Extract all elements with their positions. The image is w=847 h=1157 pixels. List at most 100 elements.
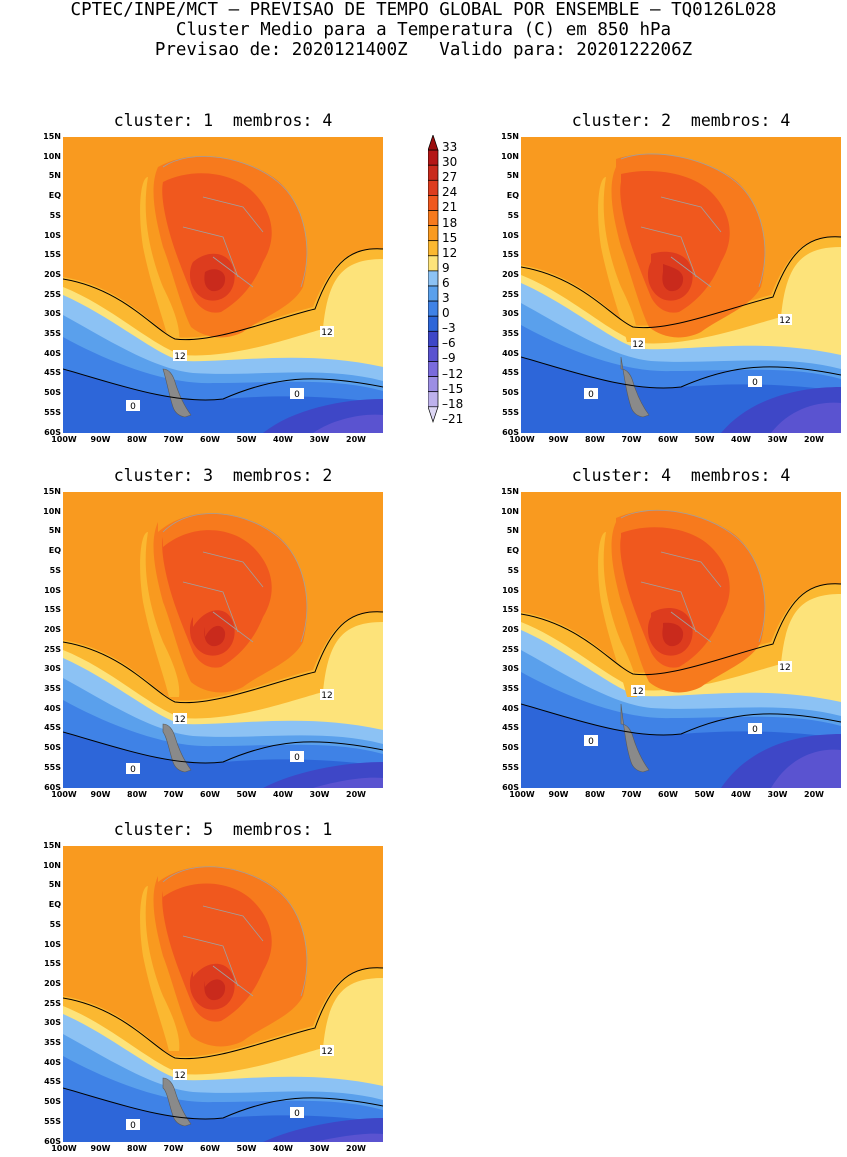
svg-text:12: 12: [174, 715, 185, 725]
country-borders: [620, 153, 766, 288]
contour-label-12: 12: [631, 338, 645, 350]
contour-label-12: 12: [320, 1045, 334, 1057]
lat-tick-label: 30S: [44, 309, 61, 319]
colorbar-tick-label: 33: [442, 140, 458, 154]
country-borders: [620, 509, 766, 643]
svg-text:12: 12: [779, 316, 790, 326]
contour-label-12: 12: [173, 1069, 187, 1081]
contour-0: [63, 1087, 383, 1120]
map-canvas: 12 12 0 0: [63, 492, 383, 788]
colorbar-swatch: [428, 300, 439, 317]
colorbar-swatch: [428, 240, 439, 257]
land-21: [620, 171, 730, 313]
lat-tick-label: 50S: [44, 388, 61, 398]
svg-text:12: 12: [321, 1047, 332, 1057]
patagonia-land: [620, 703, 650, 773]
contour-label-0: 0: [126, 400, 140, 412]
contour-label-12: 12: [778, 314, 792, 326]
contour-label-12: 12: [631, 685, 645, 697]
colorbar-tick-label: –15: [442, 381, 464, 396]
colorbar-swatch: [428, 195, 439, 211]
patagonia-land: [162, 1077, 192, 1127]
country-borders: [162, 866, 308, 997]
lat-tick-label: EQ: [506, 546, 519, 556]
lat-tick-label: 5S: [49, 210, 61, 220]
svg-text:12: 12: [632, 687, 643, 697]
lat-tick-label: 35S: [44, 684, 61, 693]
lon-tick-label: 70W: [621, 435, 642, 444]
panel-title: cluster: 3 membros: 2: [113, 466, 333, 485]
lat-tick-label: 40S: [502, 348, 519, 358]
lat-tick-label: 60S: [44, 782, 61, 792]
svg-text:0: 0: [294, 753, 300, 763]
lat-tick-label: 60S: [44, 1136, 61, 1146]
lon-tick-label: 20W: [346, 1144, 366, 1153]
lat-tick-label: 20S: [44, 978, 61, 988]
lat-tick-label: 60S: [502, 782, 519, 792]
lon-tick-label: 80W: [585, 435, 605, 444]
lon-tick-label: 90W: [90, 1144, 111, 1153]
lat-tick-label: 10N: [43, 151, 61, 161]
lat-tick-label: 25S: [44, 644, 61, 654]
lon-tick-label: 70W: [163, 435, 184, 444]
lat-tick-label: 10N: [501, 506, 519, 516]
panel-title: cluster: 2 membros: 4: [571, 111, 791, 130]
lat-tick-label: 5N: [48, 526, 61, 536]
lat-tick-label: 10S: [44, 585, 61, 595]
lat-tick-label: 30S: [44, 664, 61, 674]
lat-tick-label: 30S: [502, 309, 519, 319]
lat-tick-label: 45S: [44, 1077, 61, 1087]
svg-text:0: 0: [130, 1121, 136, 1131]
lat-tick-label: 10S: [502, 585, 519, 595]
lon-tick-label: 90W: [548, 790, 569, 799]
colorbar-tick-label: 0: [442, 306, 450, 321]
colorbar-swatch: [428, 225, 439, 242]
colorbar-tick-label: 3: [442, 291, 450, 305]
lat-tick-label: 50S: [502, 388, 519, 398]
lat-tick-label: 15N: [43, 132, 61, 141]
lat-tick-label: 30S: [502, 664, 519, 674]
colorbar-tick-label: –18: [442, 396, 464, 411]
lat-tick-label: 55S: [502, 762, 519, 772]
lon-tick-label: 30W: [309, 435, 330, 444]
lat-tick-label: 25S: [44, 289, 61, 299]
temperature-map: 12 12 0 0: [63, 492, 383, 788]
lon-tick-label: 40W: [731, 790, 751, 799]
panel-title: cluster: 1 membros: 4: [113, 111, 333, 130]
map-canvas: 12 12 0 0: [63, 137, 383, 433]
contour-label-0: 0: [290, 751, 304, 763]
contour-label-0: 0: [584, 735, 598, 747]
temperature-map: 12 12 0 0: [63, 846, 383, 1142]
lat-tick-label: 55S: [44, 762, 61, 772]
contour-label-0: 0: [748, 376, 762, 388]
lon-tick-label: 100W: [509, 435, 535, 444]
lon-tick-label: 100W: [509, 790, 535, 799]
lon-tick-label: 70W: [163, 790, 184, 799]
colorbar-swatch: [428, 135, 439, 151]
lon-tick-label: 90W: [548, 435, 569, 444]
lon-tick-label: 20W: [804, 790, 824, 799]
colorbar-tick-label: 21: [442, 200, 458, 215]
band-m9: [771, 402, 841, 433]
lon-tick-label: 60W: [200, 435, 220, 444]
lat-tick-label: 5S: [49, 919, 61, 929]
contour-label-12: 12: [173, 713, 187, 725]
lon-tick-label: 20W: [804, 435, 824, 444]
contour-label-0: 0: [290, 1107, 304, 1119]
lat-tick-label: EQ: [48, 546, 61, 556]
land-27: [662, 622, 684, 647]
svg-text:0: 0: [588, 737, 594, 747]
contour-0: [63, 368, 383, 401]
panel-title: cluster: 5 membros: 1: [113, 820, 333, 839]
lon-tick-label: 90W: [90, 435, 111, 444]
lat-tick-label: 40S: [44, 1057, 61, 1067]
contour-label-0: 0: [584, 388, 598, 400]
map-canvas: 12 12 0 0: [63, 846, 383, 1142]
lat-tick-label: 15S: [502, 605, 519, 615]
lon-tick-label: 40W: [731, 435, 751, 444]
lat-tick-label: 10S: [44, 230, 61, 240]
lon-tick-label: 40W: [273, 435, 293, 444]
lat-tick-label: 20S: [502, 624, 519, 634]
land-21: [162, 530, 272, 668]
lon-tick-label: 60W: [200, 1144, 220, 1153]
